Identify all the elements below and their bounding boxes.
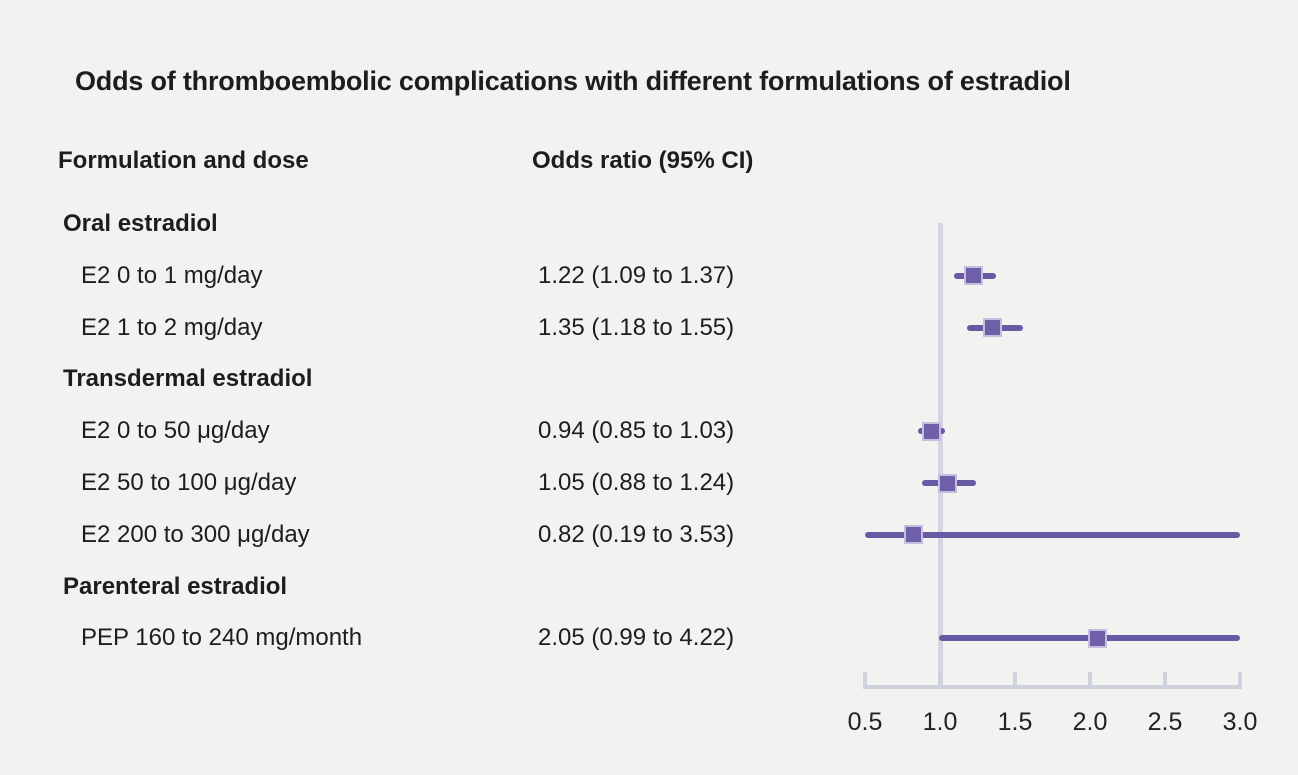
- column-header-formulation-and-dose: Formulation and dose: [58, 147, 309, 174]
- odds-ratio-value: 2.05 (0.99 to 4.22): [538, 624, 735, 652]
- group-label: Transdermal estradiol: [63, 365, 313, 393]
- axis-tick-label: 3.0: [1222, 708, 1258, 736]
- odds-ratio-value: 1.05 (0.88 to 1.24): [538, 469, 735, 496]
- page-title: Odds of thromboembolic complications wit…: [75, 66, 1071, 96]
- axis-tick-mark: [938, 672, 942, 689]
- odds-ratio-value: 1.22 (1.09 to 1.37): [538, 261, 735, 289]
- group-label: Oral estradiol: [63, 210, 218, 237]
- item-label: E2 50 to 100 μg/day: [81, 469, 297, 496]
- odds-ratio-value: 0.82 (0.19 to 3.53): [538, 520, 735, 548]
- item-label: E2 200 to 300 μg/day: [81, 520, 310, 548]
- axis-tick-mark: [1013, 672, 1017, 689]
- item-label: E2 0 to 1 mg/day: [81, 261, 263, 289]
- confidence-interval-line: [865, 531, 1240, 538]
- odds-ratio-point-marker: [1088, 628, 1107, 648]
- odds-ratio-value: 0.94 (0.85 to 1.03): [538, 417, 735, 445]
- axis-tick-mark: [863, 672, 867, 689]
- group-label: Parenteral estradiol: [63, 572, 288, 600]
- odds-ratio-point-marker: [963, 266, 983, 286]
- reference-line-at-1: [938, 223, 943, 689]
- axis-tick-mark: [1238, 672, 1242, 689]
- axis-tick-label: 2.5: [1147, 708, 1183, 736]
- odds-ratio-point-marker: [921, 421, 941, 441]
- axis-tick-label: 1.5: [997, 708, 1033, 736]
- odds-ratio-value: 1.35 (1.18 to 1.55): [538, 313, 735, 341]
- axis-tick-mark: [1088, 672, 1092, 689]
- x-axis-line: [863, 685, 1242, 689]
- odds-ratio-point-marker: [903, 525, 923, 545]
- item-label: E2 1 to 2 mg/day: [81, 313, 263, 341]
- axis-tick-mark: [1163, 672, 1167, 689]
- axis-tick-label: 2.0: [1072, 708, 1108, 736]
- forest-plot-area: [865, 0, 1240, 775]
- odds-ratio-point-marker: [983, 318, 1002, 338]
- column-header-odds-ratio: Odds ratio (95% CI): [532, 147, 754, 174]
- item-label: E2 0 to 50 μg/day: [81, 417, 270, 445]
- axis-tick-label: 1.0: [922, 708, 958, 736]
- odds-ratio-point-marker: [938, 473, 957, 493]
- axis-tick-label: 0.5: [847, 708, 883, 736]
- item-label: PEP 160 to 240 mg/month: [81, 624, 363, 652]
